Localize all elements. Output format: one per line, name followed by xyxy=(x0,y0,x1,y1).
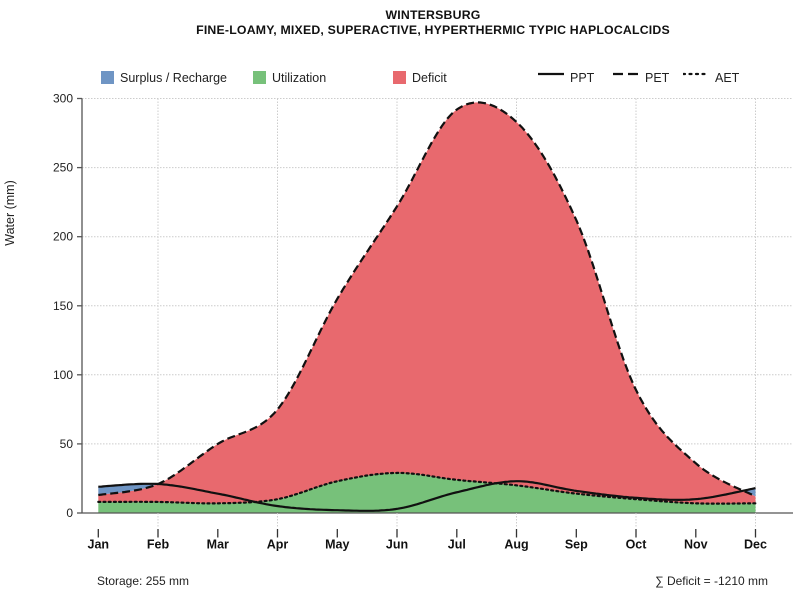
svg-text:Oct: Oct xyxy=(626,538,648,552)
svg-text:Dec: Dec xyxy=(744,538,767,552)
svg-text:200: 200 xyxy=(53,230,73,244)
svg-text:Mar: Mar xyxy=(207,538,229,552)
svg-text:Jun: Jun xyxy=(386,538,408,552)
svg-text:Apr: Apr xyxy=(267,538,289,552)
svg-text:May: May xyxy=(325,538,349,552)
svg-text:Aug: Aug xyxy=(504,538,528,552)
svg-text:Jul: Jul xyxy=(448,538,466,552)
svg-text:Jan: Jan xyxy=(88,538,110,552)
svg-text:250: 250 xyxy=(53,161,73,175)
svg-text:150: 150 xyxy=(53,299,73,313)
svg-text:Nov: Nov xyxy=(684,538,708,552)
svg-text:100: 100 xyxy=(53,368,73,382)
svg-text:50: 50 xyxy=(60,437,74,451)
svg-text:Sep: Sep xyxy=(565,538,588,552)
svg-text:Feb: Feb xyxy=(147,538,170,552)
svg-text:0: 0 xyxy=(66,506,73,520)
svg-text:300: 300 xyxy=(53,92,73,106)
